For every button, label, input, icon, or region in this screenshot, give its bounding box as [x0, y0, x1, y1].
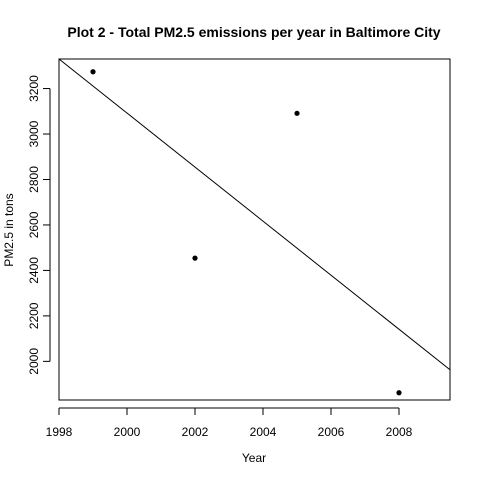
y-tick-label: 2600: [27, 211, 41, 238]
data-point: [396, 390, 402, 396]
x-tick-label: 1998: [46, 425, 73, 439]
x-tick-label: 2002: [182, 425, 209, 439]
x-tick-label: 2004: [250, 425, 277, 439]
y-tick-label: 2200: [27, 302, 41, 329]
y-tick-label: 2800: [27, 166, 41, 193]
y-tick-label: 3200: [27, 75, 41, 102]
y-tick-label: 2400: [27, 257, 41, 284]
data-points: [90, 69, 402, 396]
x-axis: 1998 2000 2002 2004 2006 2008: [46, 407, 413, 439]
y-axis: 2000 2200 2400 2600 2800 3000 3200: [27, 75, 51, 375]
y-tick-label: 2000: [27, 348, 41, 375]
data-point: [294, 110, 300, 116]
chart-title: Plot 2 - Total PM2.5 emissions per year …: [67, 24, 440, 40]
data-point: [192, 255, 198, 261]
x-tick-label: 2008: [386, 425, 413, 439]
trend-line: [58, 58, 451, 371]
y-tick-label: 3000: [27, 120, 41, 147]
data-point: [90, 69, 96, 75]
x-axis-label: Year: [242, 451, 266, 465]
plot-area-frame: [58, 58, 451, 401]
trend-line-group: [58, 58, 451, 371]
y-axis-label: PM2.5 in tons: [2, 193, 16, 266]
x-tick-label: 2000: [114, 425, 141, 439]
x-tick-label: 2006: [318, 425, 345, 439]
